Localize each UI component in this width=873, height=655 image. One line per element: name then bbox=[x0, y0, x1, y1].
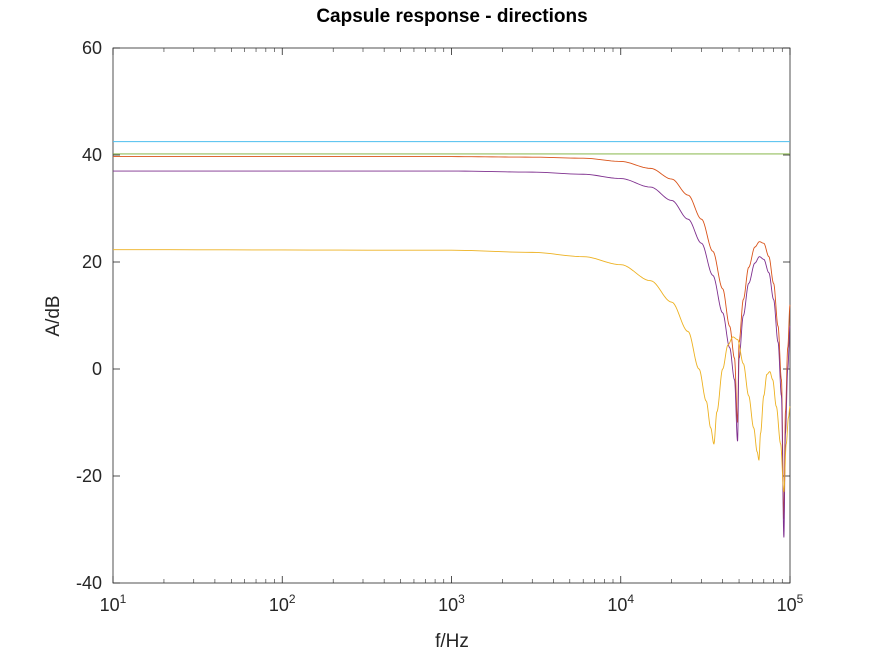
y-tick-label: -20 bbox=[76, 466, 102, 486]
y-tick-label: 40 bbox=[82, 145, 102, 165]
y-axis-label: A/dB bbox=[43, 295, 64, 336]
y-tick-label: 20 bbox=[82, 252, 102, 272]
x-tick-label: 104 bbox=[607, 592, 634, 615]
series-line-5 bbox=[112, 249, 791, 493]
y-tick-label: 0 bbox=[92, 359, 102, 379]
x-tick-label: 105 bbox=[777, 592, 804, 615]
axis-major-ticks bbox=[112, 47, 791, 584]
x-tick-label: 103 bbox=[438, 592, 465, 615]
series-layer bbox=[112, 141, 791, 538]
y-tick-labels: -40 -20 0 20 40 60 bbox=[76, 38, 102, 593]
y-tick-label: 60 bbox=[82, 38, 102, 58]
y-tick-label: -40 bbox=[76, 573, 102, 593]
chart-title: Capsule response - directions bbox=[316, 6, 587, 27]
x-tick-labels: 101 102 103 104 105 bbox=[100, 592, 804, 615]
x-tick-label: 102 bbox=[269, 592, 296, 615]
plot-area bbox=[112, 47, 791, 584]
x-tick-label: 101 bbox=[100, 592, 127, 615]
x-minor-ticks bbox=[163, 48, 783, 583]
x-axis-label: f/Hz bbox=[435, 631, 469, 652]
series-line-4 bbox=[113, 170, 791, 538]
